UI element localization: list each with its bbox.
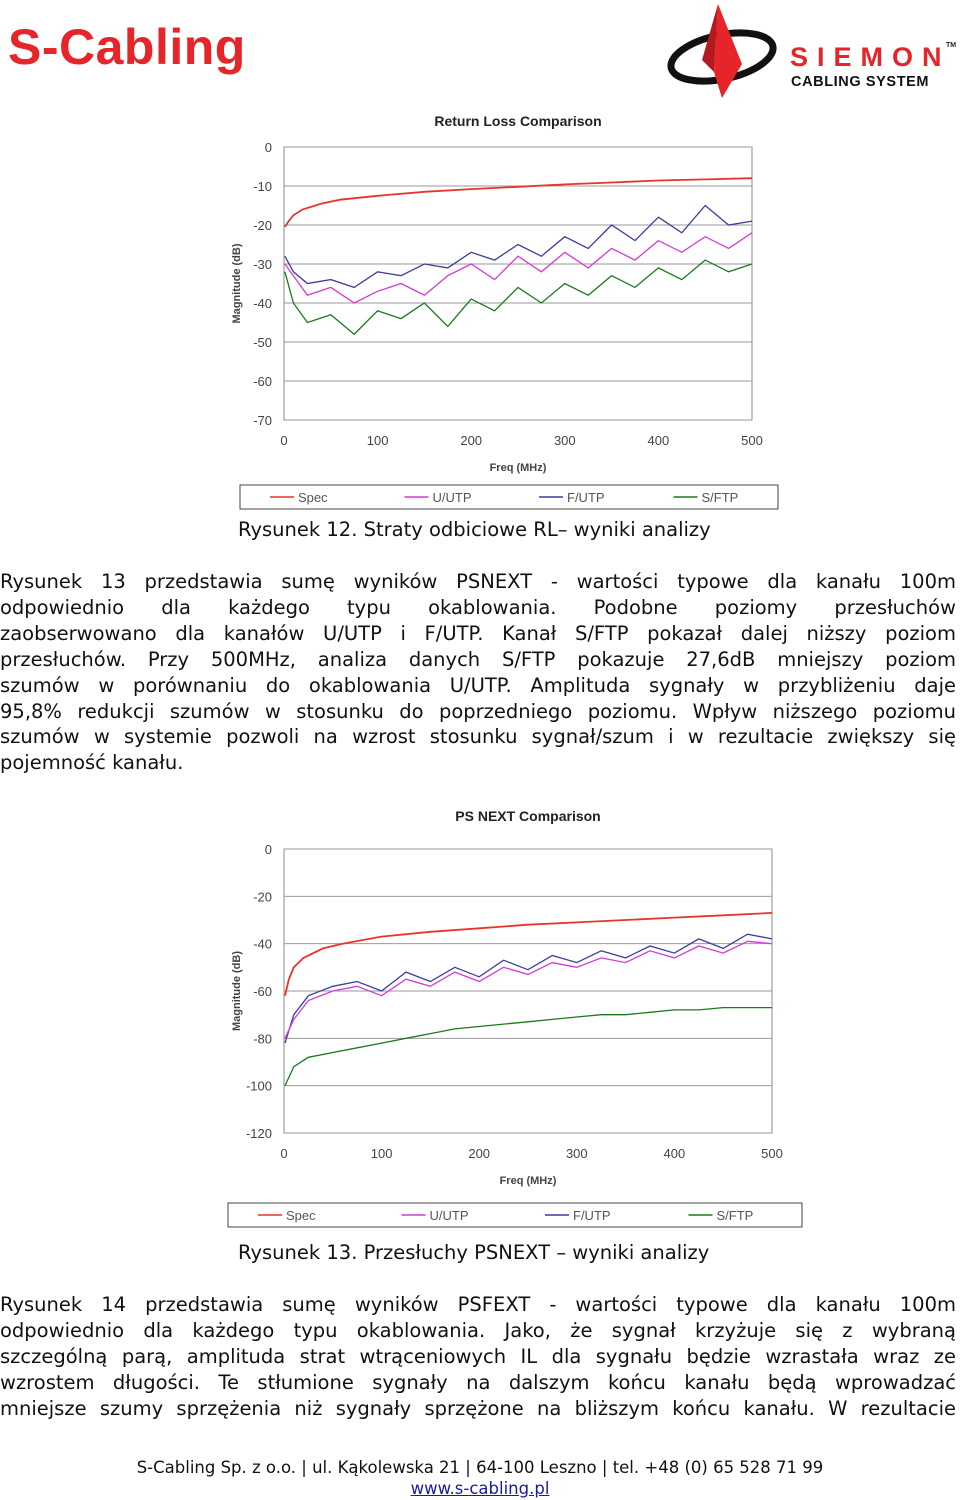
y-tick-label: -10 [253,179,272,194]
x-tick-label: 400 [648,433,670,448]
siemon-subtitle: CABLING SYSTEM [791,74,930,90]
y-tick-label: -60 [253,984,272,999]
y-axis-label: Magnitude (dB) [231,951,243,1031]
paragraph-line: szumów w systemie pozwoli na wzrost stos… [0,725,956,749]
siemon-emblem-icon [667,4,777,98]
siemon-trademark: TM [946,42,957,49]
x-tick-label: 200 [460,433,482,448]
series-line-sftp [284,259,753,336]
legend-label: F/UTP [567,490,605,505]
figure12-svg: Return Loss Comparison 0 -10 -20 -30 -40 -50 -6… [231,113,779,510]
series-line-spec [284,177,753,228]
y-tick-label: -40 [253,296,272,311]
paragraph-line: Rysunek 13 przedstawia sumę wyników PSNE… [0,570,956,593]
x-tick-label: 500 [761,1146,783,1161]
series-line-sftp [284,1006,772,1086]
paragraph-psnext-description: Rysunek 13 przedstawia sumę wyników PSNE… [0,569,956,776]
x-axis-label: Freq (MHz) [500,1175,557,1187]
x-tick-label: 100 [371,1146,393,1161]
figure13-svg: PS NEXT Comparison 0 -20 -40 -60 -80 -100 -120 0… [227,808,803,1228]
legend-label: U/UTP [433,490,472,505]
paragraph-line: pojemność kanału. [0,751,184,775]
paragraph-line: przesłuchów. Przy 500MHz, analiza danych… [0,647,956,671]
paragraph-line: Rysunek 14 przedstawia sumę wyników PSFE… [0,1293,956,1316]
paragraph-line: odpowiednio dla każdego typu okablowania… [0,1318,956,1342]
plot-area [283,146,753,421]
x-tick-label: 0 [280,1146,287,1161]
paragraph-psfext-description: Rysunek 14 przedstawia sumę wyników PSFE… [0,1292,956,1422]
y-tick-label: -60 [253,374,272,389]
footer: S-Cabling Sp. z o.o. | ul. Kąkolewska 21… [0,1457,960,1499]
series-line-uutp [284,940,773,1039]
legend-label: F/UTP [573,1208,611,1223]
paragraph-line: zaobserwowano dla kanałów U/UTP i F/UTP.… [0,621,956,645]
y-tick-label: -100 [246,1079,272,1094]
paragraph-line: 95,8% redukcji szumów w stosunku do popr… [0,699,956,723]
legend-label: Spec [298,490,328,505]
chart-title: PS NEXT Comparison [455,808,600,824]
psnext-chart: PS NEXT Comparison 0 -20 -40 -60 -80 -100 -120 0… [0,795,960,1235]
x-tick-label: 500 [741,433,763,448]
x-axis-label: Freq (MHz) [490,462,547,474]
y-axis-label: Magnitude (dB) [231,243,243,323]
y-tick-label: -50 [253,335,272,350]
x-tick-label: 300 [566,1146,588,1161]
x-tick-label: 400 [664,1146,686,1161]
x-tick-label: 200 [468,1146,490,1161]
paragraph-line: wzrostem długości. Te stłumione sygnały … [0,1370,956,1394]
paragraph-line: szumów w porównaniu do okablowania U/UTP… [0,673,956,697]
paragraph-line: szczególną parą, amplituda strat wtrącen… [0,1344,956,1368]
legend-label: S/FTP [717,1208,754,1223]
footer-website-link[interactable]: www.s-cabling.pl [410,1479,550,1498]
x-tick-label: 300 [554,433,576,448]
series-line-uutp [284,232,753,304]
y-tick-label: 0 [265,140,272,155]
series-line-futp [284,204,753,289]
x-tick-label: 0 [280,433,287,448]
series-line-spec [284,912,773,996]
legend-label: S/FTP [702,490,739,505]
legend-label: U/UTP [430,1208,469,1223]
y-tick-label: -70 [253,413,272,428]
figure-13-caption: Rysunek 13. Przesłuchy PSNEXT – wyniki a… [238,1241,710,1264]
y-tick-label: -80 [253,1031,272,1046]
paragraph-line: mniejsze szumy sprzężenia niż sygnały sp… [0,1396,956,1420]
y-tick-label: 0 [265,842,272,857]
y-tick-label: -20 [253,889,272,904]
x-tick-label: 100 [367,433,389,448]
siemon-wordmark: SIEMON [790,42,951,72]
siemon-logo: SIEMON TM CABLING SYSTEM [662,2,960,102]
s-cabling-logo: S-Cabling [8,19,246,75]
figure-12-caption: Rysunek 12. Straty odbiciowe RL– wyniki … [238,518,711,541]
paragraph-line: odpowiednio dla każdego typu okablowania… [0,595,956,619]
footer-address: S-Cabling Sp. z o.o. | ul. Kąkolewska 21… [136,1458,824,1477]
y-tick-label: -30 [253,257,272,272]
y-tick-label: -20 [253,218,272,233]
y-tick-label: -40 [253,937,272,952]
return-loss-chart: Return Loss Comparison 0 -10 -20 -30 -40 -50 -6… [0,100,960,515]
legend-label: Spec [286,1208,316,1223]
series-line-futp [284,933,773,1044]
chart-title: Return Loss Comparison [434,113,601,129]
y-tick-label: -120 [246,1126,272,1141]
